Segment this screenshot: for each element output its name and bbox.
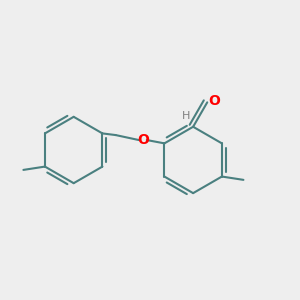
Text: O: O [208,94,220,108]
Text: H: H [182,111,190,121]
Text: O: O [137,133,149,147]
